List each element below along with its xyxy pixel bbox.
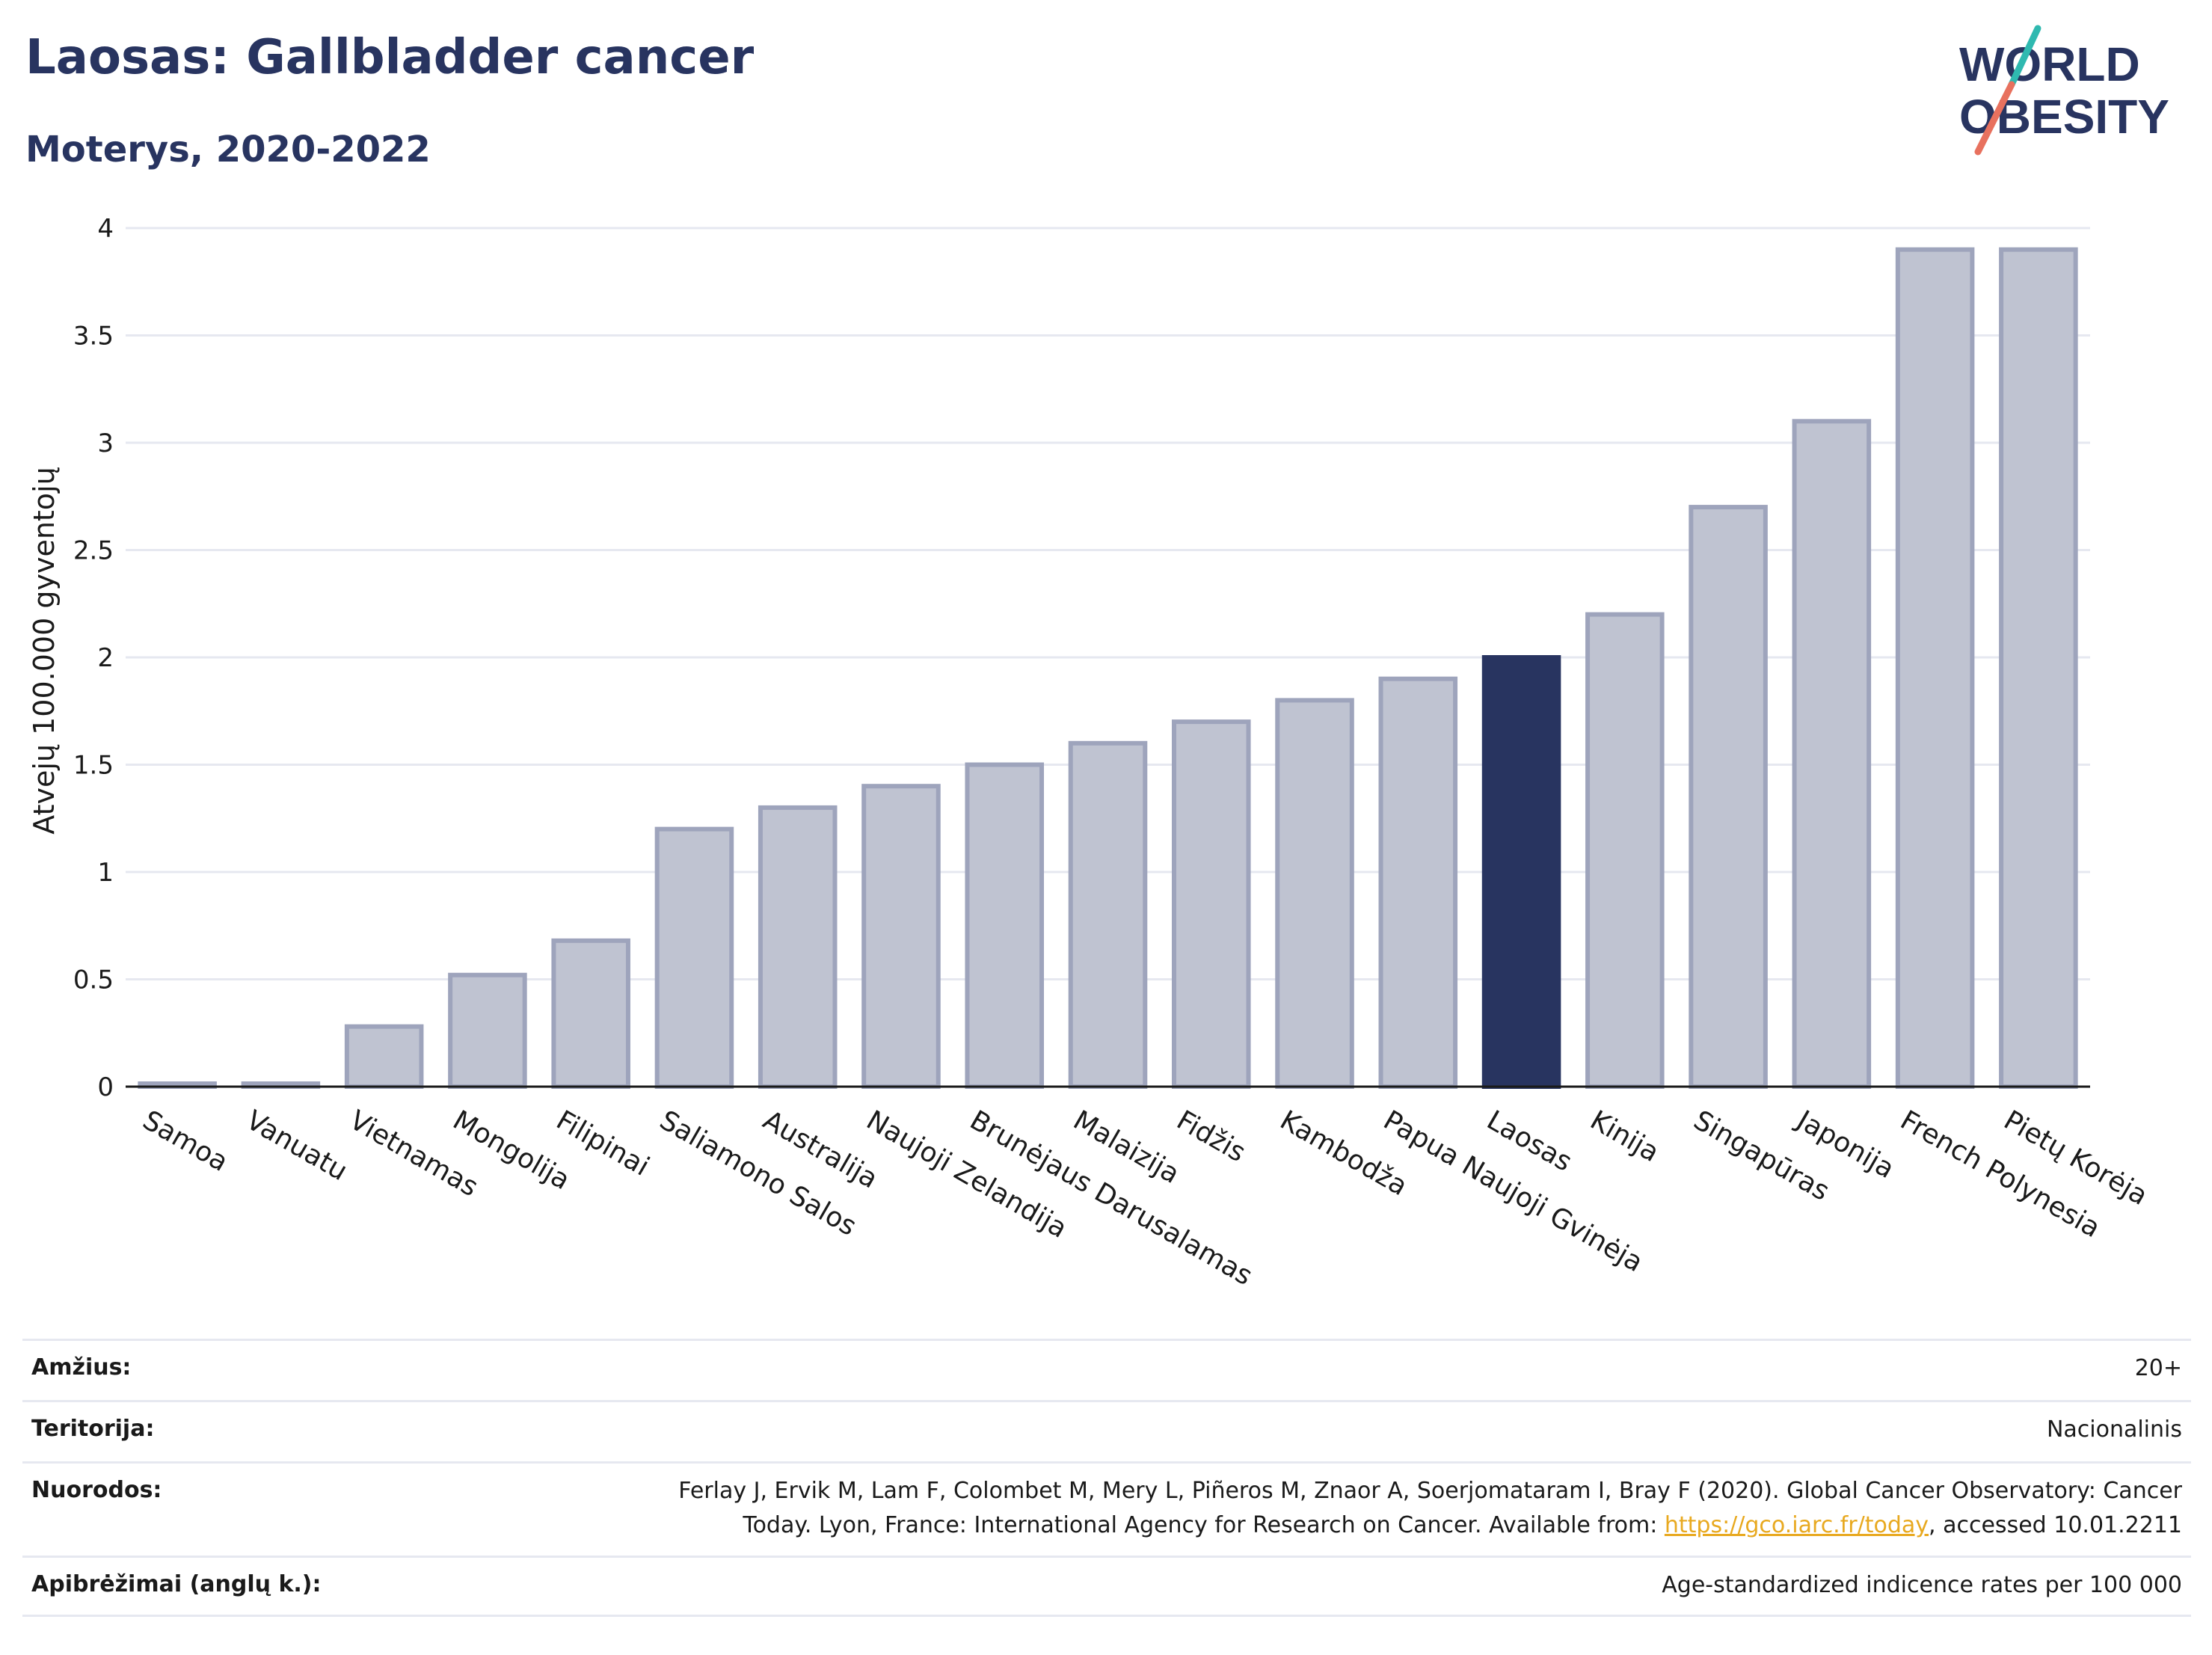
bar xyxy=(758,805,838,1090)
y-tick-label: 1.5 xyxy=(73,751,114,781)
x-tick-label: Samoa xyxy=(138,1105,233,1178)
age-value: 20+ xyxy=(2134,1355,2182,1381)
bar-layer xyxy=(138,247,2078,1090)
bar xyxy=(1275,698,1354,1089)
definitions-value: Age-standardized indicence rates per 100… xyxy=(1662,1572,2182,1598)
x-tick-label: Vanuatu xyxy=(241,1105,352,1187)
y-axis-label: Atvejų 100.000 gyventojų xyxy=(28,467,61,834)
y-tick-label: 0 xyxy=(97,1072,114,1102)
x-tick-label: Saliamono Salos xyxy=(654,1105,861,1242)
references-value: Ferlay J, Ervik M, Lam F, Colombet M, Me… xyxy=(678,1464,2182,1543)
bar xyxy=(1895,247,1975,1090)
y-tick-label: 4 xyxy=(97,214,114,244)
y-tick-label: 3.5 xyxy=(73,322,114,351)
references-line2-pre: Today. Lyon, France: International Agenc… xyxy=(743,1512,1665,1538)
bar xyxy=(344,1024,424,1090)
bar xyxy=(1171,719,1251,1089)
world-obesity-logo: WORLD OBESITY xyxy=(1959,25,2169,156)
bar xyxy=(965,762,1045,1089)
footer-table: Amžius: 20+ Teritorija: Nacionalinis Nuo… xyxy=(22,1339,2191,1617)
x-tick-label: Fidžis xyxy=(1171,1105,1250,1168)
bar xyxy=(654,826,734,1089)
x-tick-label: Kinija xyxy=(1585,1105,1665,1168)
logo-teal-slash xyxy=(2008,25,2042,88)
definitions-label: Apibrėžimai (anglų k.): xyxy=(31,1571,322,1597)
territory-label: Teritorija: xyxy=(31,1416,155,1442)
page-subtitle: Moterys, 2020-2022 xyxy=(25,129,431,171)
bar xyxy=(1068,740,1148,1089)
page-title: Laosas: Gallbladder cancer xyxy=(25,30,755,85)
age-label: Amžius: xyxy=(31,1354,132,1381)
references-line2-post: , accessed 10.01.2211 xyxy=(1929,1512,2182,1538)
territory-value: Nacionalinis xyxy=(2046,1416,2182,1443)
bar xyxy=(1378,676,1458,1089)
y-tick-label: 3 xyxy=(97,429,114,458)
footer-row-age: Amžius: 20+ xyxy=(22,1339,2191,1400)
references-line1: Ferlay J, Ervik M, Lam F, Colombet M, Me… xyxy=(678,1478,2182,1504)
bar xyxy=(861,784,941,1089)
footer-row-definitions: Apibrėžimai (anglų k.): Age-standardized… xyxy=(22,1556,2191,1617)
logo-coral-slash xyxy=(1974,81,2015,156)
logo-line1: WORLD xyxy=(1959,37,2140,91)
y-tick-label: 2 xyxy=(97,643,114,673)
footer-row-territory: Teritorija: Nacionalinis xyxy=(22,1400,2191,1461)
footer-row-references: Nuorodos: Ferlay J, Ervik M, Lam F, Colo… xyxy=(22,1461,2191,1556)
bar xyxy=(551,938,630,1089)
y-tick-label: 1 xyxy=(97,858,114,888)
bar xyxy=(1792,419,1872,1089)
bar xyxy=(448,972,527,1090)
y-tick-label: 2.5 xyxy=(73,536,114,566)
bar xyxy=(1689,505,1768,1089)
bar xyxy=(1999,247,2078,1090)
bar-highlight xyxy=(1481,655,1561,1089)
y-tick-label: 0.5 xyxy=(73,965,114,995)
references-link[interactable]: https://gco.iarc.fr/today xyxy=(1664,1512,1929,1538)
bar xyxy=(1585,612,1665,1089)
references-label: Nuorodos: xyxy=(31,1477,162,1503)
